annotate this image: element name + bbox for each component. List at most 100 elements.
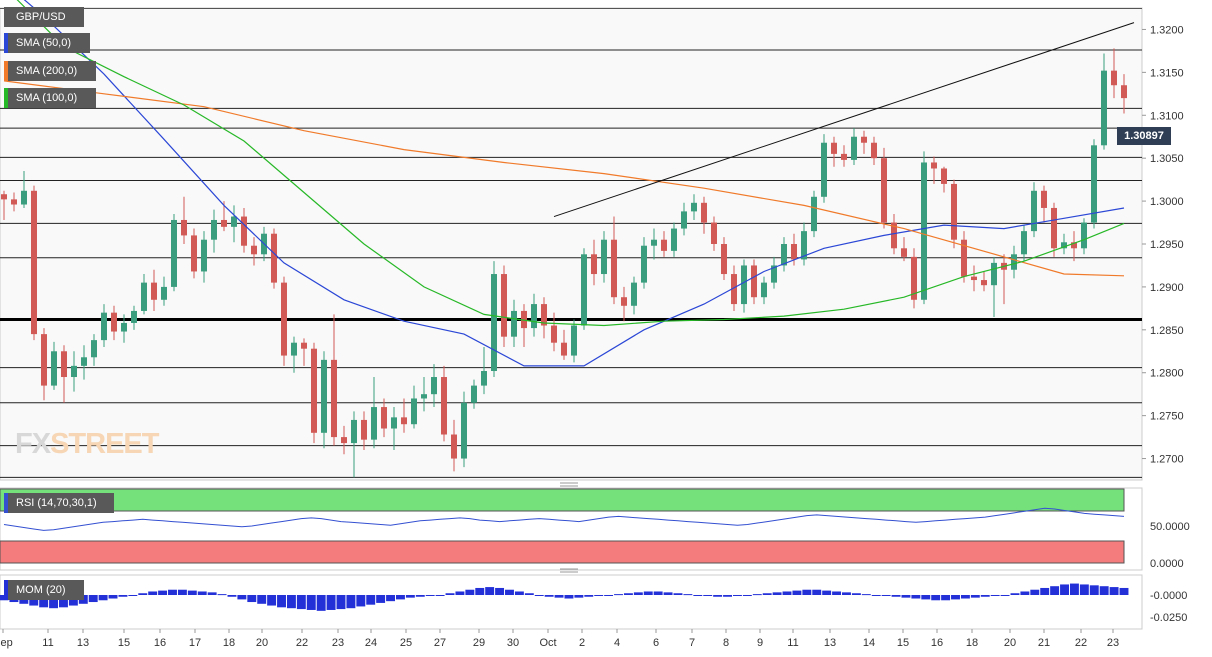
- time-axis-label: 13: [77, 637, 89, 649]
- candle-body: [551, 325, 557, 343]
- candle-body: [291, 342, 297, 356]
- momentum-bar: [960, 595, 970, 599]
- candle-body: [581, 254, 587, 326]
- momentum-bar: [326, 595, 336, 610]
- time-axis-label: 4: [614, 637, 620, 649]
- momentum-bar: [148, 591, 158, 595]
- rsi-overbought-zone: [0, 488, 1125, 512]
- time-axis: Sep1113151617182022232425272930Oct246789…: [0, 629, 1119, 649]
- sma-overlays: [3, 0, 1125, 367]
- candle-body: [61, 351, 67, 378]
- sma100-swatch: [4, 88, 8, 108]
- momentum-bar: [386, 595, 396, 602]
- candle-body: [611, 239, 617, 298]
- candle-body: [401, 417, 407, 425]
- momentum-bar: [514, 591, 524, 595]
- pane-splitter-2[interactable]: [560, 568, 578, 573]
- rsi-swatch: [4, 493, 8, 513]
- momentum-bar: [970, 595, 980, 598]
- momentum-bar: [39, 595, 49, 608]
- candle-body: [651, 239, 657, 246]
- momentum-bar: [98, 595, 108, 601]
- momentum-bar: [861, 594, 871, 596]
- legend-symbol[interactable]: GBP/USD: [4, 7, 84, 27]
- candle-body: [831, 142, 837, 154]
- candle-body: [821, 142, 827, 197]
- time-axis-label: 20: [256, 637, 268, 649]
- price-panel: [0, 7, 1143, 481]
- momentum-bar: [366, 595, 376, 605]
- momentum-bar: [742, 595, 752, 596]
- candle-body: [671, 228, 677, 251]
- momentum-bar: [306, 595, 316, 610]
- momentum-bar: [762, 593, 772, 595]
- legend-sma200[interactable]: SMA (200,0): [4, 61, 96, 81]
- momentum-bar: [1079, 584, 1089, 595]
- momentum-bar: [842, 592, 851, 595]
- momentum-bar: [772, 592, 782, 595]
- candle-body: [311, 348, 317, 433]
- legend-sma50[interactable]: SMA (50,0): [4, 33, 90, 53]
- candle-body: [481, 371, 487, 386]
- candle-body: [721, 244, 727, 275]
- momentum-bar: [812, 589, 822, 595]
- momentum-bar: [1069, 583, 1079, 595]
- time-axis-label: 15: [897, 637, 909, 649]
- candle-body: [871, 142, 877, 159]
- time-axis-label: 25: [400, 637, 412, 649]
- candle-body: [351, 419, 357, 444]
- momentum-bar: [1109, 587, 1119, 595]
- time-axis-label: Sep: [0, 637, 13, 649]
- candle-body: [1071, 242, 1077, 249]
- momentum-bar: [415, 595, 425, 597]
- current-price-tag: 1.30897: [1117, 127, 1171, 145]
- time-axis-label: 9: [757, 637, 763, 649]
- legend-momentum-label: MOM (20): [16, 584, 66, 596]
- candle-body: [31, 190, 37, 335]
- candle-body: [541, 304, 547, 326]
- momentum-bar: [594, 595, 604, 596]
- candle-body: [171, 219, 177, 287]
- candle-body: [361, 419, 367, 440]
- time-axis-label: 22: [1075, 637, 1087, 649]
- price-panel-top-border: [0, 8, 1142, 9]
- momentum-bar: [237, 595, 247, 600]
- candle-body: [781, 244, 787, 266]
- price-axis-label: 1.2750: [1150, 411, 1184, 423]
- price-axis-label: 1.2950: [1150, 239, 1184, 251]
- candle-body: [341, 437, 347, 444]
- momentum-bar: [425, 595, 435, 596]
- momentum-bar: [564, 595, 574, 599]
- momentum-bar: [871, 595, 881, 596]
- pane-splitter-1[interactable]: [560, 482, 578, 487]
- momentum-bar: [653, 591, 663, 595]
- candle-body: [621, 297, 627, 306]
- candle-body: [891, 222, 897, 249]
- momentum-bar: [1020, 591, 1030, 595]
- candle-body: [371, 407, 377, 440]
- momentum-axis-label: -0.0250: [1150, 612, 1187, 624]
- time-axis-label: 20: [1004, 637, 1016, 649]
- candle-body: [691, 202, 697, 212]
- momentum-bar: [732, 595, 742, 596]
- candle-body: [151, 282, 157, 300]
- candle-body: [231, 216, 237, 227]
- candle-body: [901, 248, 907, 257]
- legend-rsi[interactable]: RSI (14,70,30,1): [4, 493, 114, 513]
- momentum-bar: [435, 595, 445, 596]
- candle-body: [501, 274, 507, 337]
- momentum-bar: [187, 590, 197, 595]
- candle-body: [211, 219, 217, 240]
- momentum-bar: [1050, 586, 1060, 595]
- candle-body: [431, 377, 437, 395]
- time-axis-label: 22: [296, 637, 308, 649]
- momentum-bar: [851, 593, 861, 595]
- candle-body: [521, 310, 527, 329]
- momentum-bar: [901, 595, 911, 598]
- candle-body: [851, 136, 857, 160]
- momentum-bar: [1119, 587, 1129, 595]
- candle-body: [681, 211, 687, 229]
- legend-momentum[interactable]: MOM (20): [4, 580, 84, 600]
- legend-sma100[interactable]: SMA (100,0): [4, 88, 96, 108]
- momentum-bar: [29, 595, 39, 606]
